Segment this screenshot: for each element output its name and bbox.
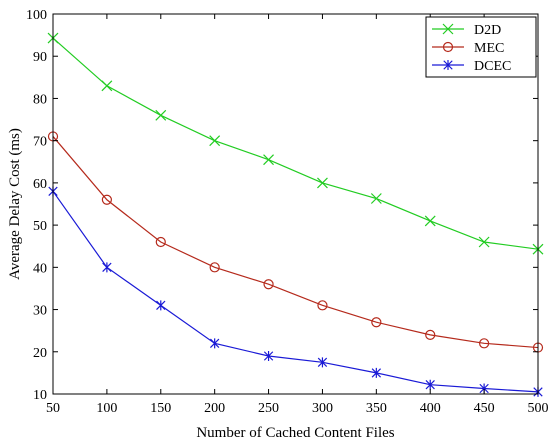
data-point-dcec [317, 357, 328, 368]
x-tick-label: 400 [420, 401, 441, 416]
legend-item-dcec: DCEC [432, 59, 511, 74]
legend-label: MEC [474, 41, 504, 56]
y-tick-label: 100 [26, 8, 47, 23]
data-point-dcec [263, 351, 274, 361]
data-point-d2d [263, 154, 274, 166]
data-point-dcec [371, 367, 382, 378]
y-tick-label: 40 [33, 261, 47, 276]
data-point-d2d [317, 177, 328, 189]
data-point-d2d [424, 215, 436, 227]
data-point-mec [155, 236, 166, 248]
data-point-mec [371, 317, 382, 328]
data-point-d2d [209, 135, 221, 147]
data-point-mec [479, 338, 490, 349]
plot-frame [52, 13, 539, 395]
y-tick-label: 70 [33, 135, 47, 150]
series-d2d [47, 32, 544, 255]
x-tick-label: 150 [150, 401, 171, 416]
data-point-mec [317, 300, 328, 311]
data-point-d2d [370, 193, 382, 204]
legend-swatch-marker [442, 41, 454, 53]
legend-item-mec: MEC [432, 41, 504, 56]
legend-swatch-marker [443, 60, 453, 70]
x-tick-label: 100 [96, 401, 117, 416]
data-point-dcec [209, 338, 220, 349]
data-point-mec [425, 329, 436, 340]
x-tick-label: 300 [312, 401, 333, 416]
data-point-d2d [478, 236, 490, 248]
x-tick-label: 200 [204, 401, 225, 416]
y-tick-label: 60 [33, 177, 47, 192]
y-tick-label: 20 [33, 346, 47, 361]
x-tick-label: 450 [474, 401, 495, 416]
series-line-mec [52, 136, 539, 349]
legend-label: DCEC [474, 59, 511, 74]
axis-layer: 50 100 150 200 250 300 350 400 450 500 10 20 30 40 50 6… [26, 8, 549, 416]
legend-swatch-marker [442, 23, 454, 35]
y-tick-label: 30 [33, 304, 47, 319]
data-point-dcec [425, 379, 435, 390]
data-point-mec [209, 262, 220, 273]
y-tick-label: 10 [33, 388, 47, 403]
y-tick-label: 80 [33, 92, 47, 107]
x-tick-label: 500 [528, 401, 549, 416]
data-point-d2d [155, 109, 167, 121]
data-point-mec [101, 194, 112, 205]
x-axis-title: Number of Cached Content Files [196, 425, 394, 441]
data-point-d2d [101, 80, 113, 92]
legend-item-d2d: D2D [432, 23, 501, 38]
x-tick-label: 50 [46, 401, 60, 416]
y-tick-label: 50 [33, 219, 47, 234]
data-point-dcec [102, 262, 112, 273]
x-tick-label: 250 [258, 401, 279, 416]
y-tick-label: 90 [33, 50, 47, 65]
legend-label: D2D [474, 23, 501, 38]
data-point-mec [263, 279, 274, 290]
y-axis-title: Average Delay Cost (ms) [7, 128, 23, 280]
legend: D2D MEC DCEC [425, 16, 537, 78]
x-tick-label: 350 [366, 401, 387, 416]
series-line-dcec [52, 190, 539, 393]
data-point-dcec [156, 300, 166, 311]
series-line-d2d [52, 37, 539, 250]
